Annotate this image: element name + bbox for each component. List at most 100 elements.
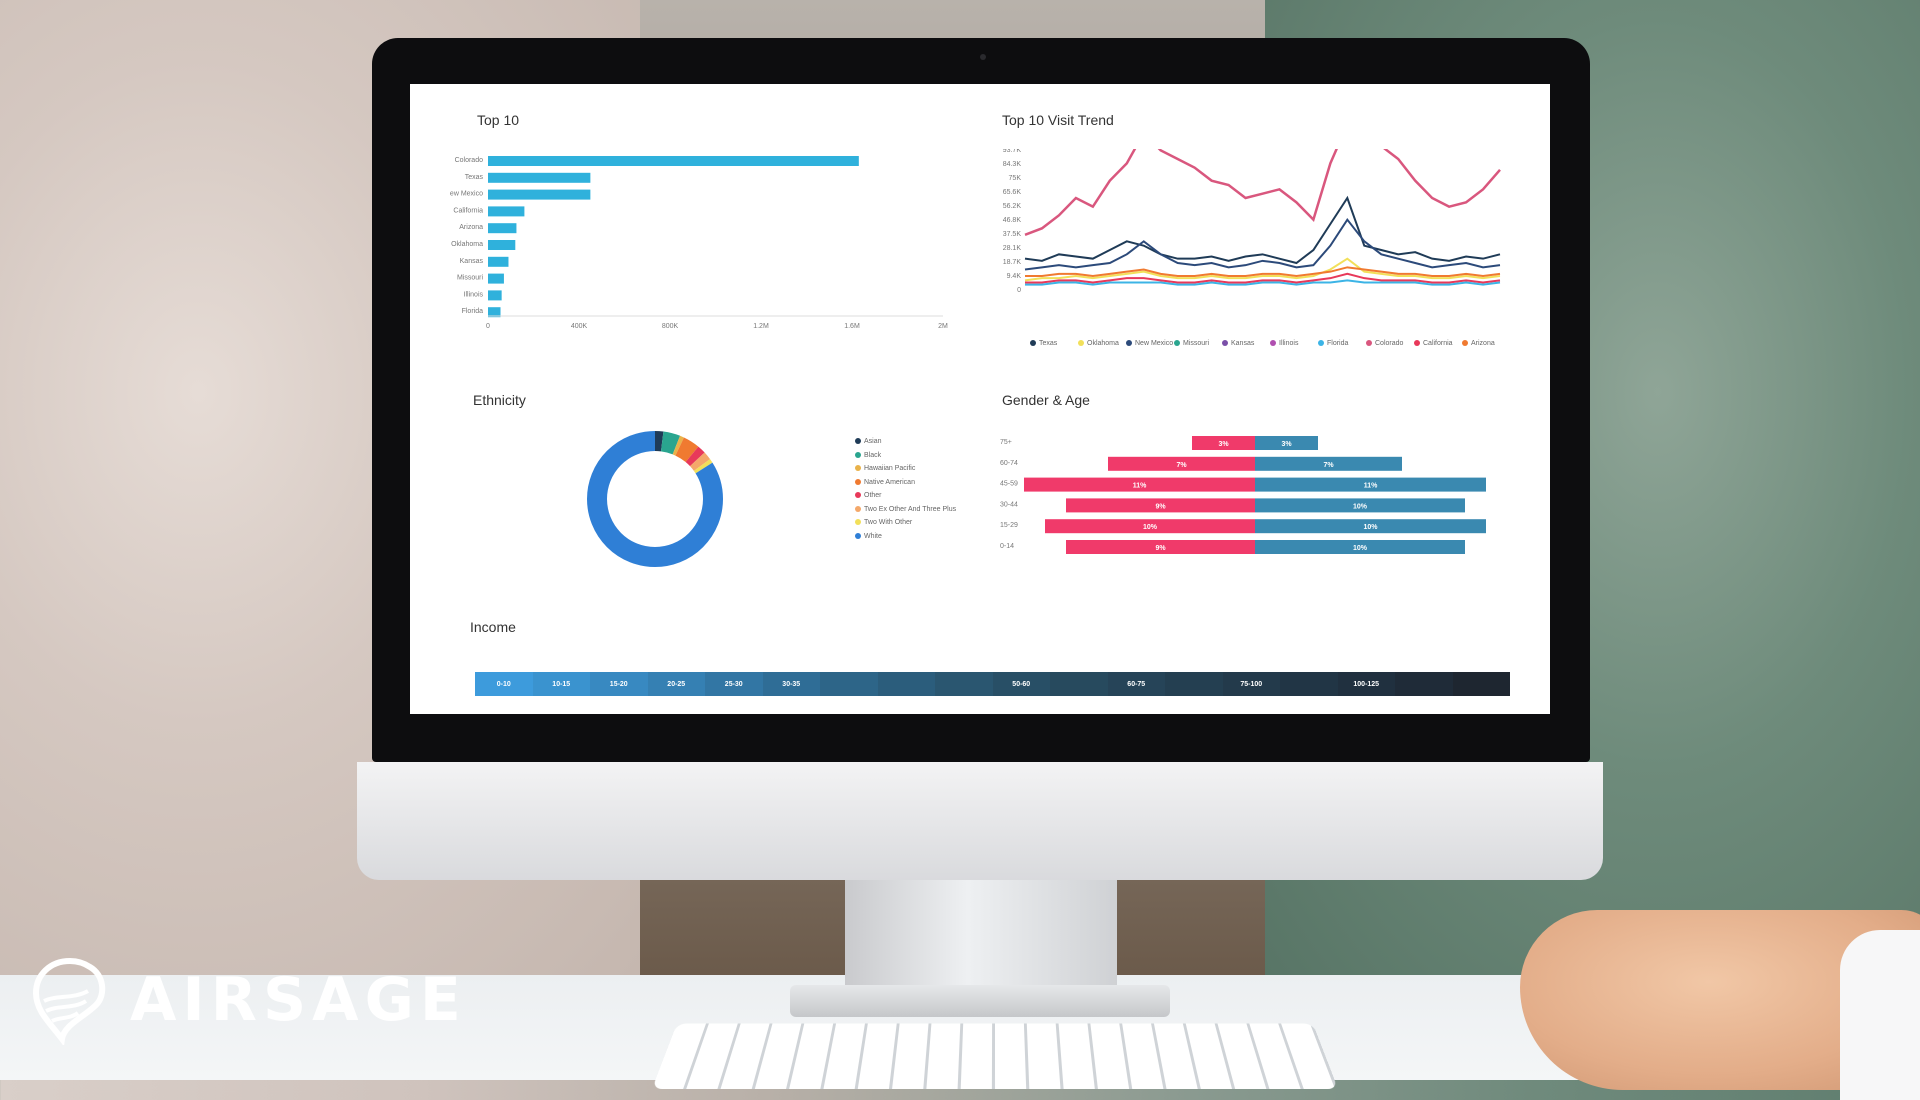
- trend-legend-item: Kansas: [1222, 340, 1254, 347]
- income-segment: [1395, 672, 1453, 696]
- ethnicity-legend-label: Asian: [864, 438, 882, 445]
- legend-dot-icon: [855, 465, 861, 472]
- trend-y-tick: 28.1K: [1003, 245, 1022, 252]
- male-pct-label: 3%: [1281, 441, 1292, 448]
- trend-legend-item: Florida: [1318, 340, 1348, 347]
- trend-y-tick: 18.7K: [1003, 259, 1022, 266]
- camera-icon: [980, 54, 986, 60]
- female-pct-label: 7%: [1176, 462, 1187, 469]
- ethnicity-title: Ethnicity: [473, 392, 526, 408]
- income-segment: [1050, 672, 1108, 696]
- income-segment: 50-60: [992, 672, 1050, 696]
- ethnicity-slice: [587, 431, 723, 567]
- legend-dot-icon: [855, 438, 861, 445]
- legend-dot-icon: [855, 478, 861, 485]
- trend-title: Top 10 Visit Trend: [1002, 112, 1114, 128]
- male-pct-label: 10%: [1353, 503, 1368, 510]
- trend-legend-item: Texas: [1030, 340, 1057, 347]
- trend-y-tick: 56.2K: [1003, 203, 1022, 210]
- legend-dot-icon: [1078, 340, 1084, 347]
- top10-bar: [488, 189, 591, 200]
- trend-legend-item: Colorado: [1366, 340, 1403, 347]
- trend-y-tick: 0: [1017, 287, 1021, 294]
- trend-series-line: [1024, 217, 1501, 271]
- top10-bar: [488, 273, 504, 284]
- income-segment: 75-100: [1222, 672, 1280, 696]
- legend-dot-icon: [1462, 340, 1468, 347]
- gender-age-group-label: 15-29: [1000, 522, 1018, 529]
- trend-y-tick: 65.6K: [1003, 189, 1022, 196]
- income-segment: 30-35: [762, 672, 820, 696]
- legend-dot-icon: [855, 492, 861, 499]
- income-bar: 0-10 10-15 15-20 20-25 25-30 30-35 50-60 60-75 7…: [475, 672, 1510, 696]
- trend-series-line: [1024, 195, 1501, 265]
- top10-bar: [488, 290, 502, 301]
- top10-title: Top 10: [477, 112, 520, 128]
- income-segment: [1280, 672, 1338, 696]
- male-bar: [1255, 498, 1465, 513]
- trend-legend-item: Arizona: [1462, 340, 1495, 347]
- trend-legend-label: Arizona: [1471, 340, 1495, 347]
- top10-bar-chart: Colorado Texas New Mexico California Arizona…: [450, 156, 948, 330]
- male-pct-label: 10%: [1353, 545, 1368, 552]
- monitor-chin: [357, 762, 1603, 880]
- top10-x-tick: 2M: [938, 323, 948, 330]
- ethnicity-legend-item: Asian: [855, 438, 882, 445]
- top10-bar: [488, 156, 859, 166]
- ethnicity-legend-label: Two With Other: [864, 519, 913, 526]
- income-title: Income: [470, 619, 516, 635]
- sleeve: [1840, 930, 1920, 1100]
- ethnicity-legend-item: Two With Other: [855, 519, 912, 526]
- top10-bar: [488, 307, 501, 318]
- ethnicity-donut-chart: [587, 431, 723, 567]
- legend-dot-icon: [855, 519, 861, 526]
- trend-series-line: [1024, 257, 1501, 282]
- income-segment: [1165, 672, 1223, 696]
- female-pct-label: 10%: [1143, 524, 1158, 531]
- male-pct-label: 11%: [1364, 483, 1378, 490]
- top10-x-tick: 0: [486, 323, 490, 330]
- trend-y-tick: 84.3K: [1003, 161, 1022, 168]
- male-bar: [1255, 436, 1318, 450]
- ethnicity-legend-label: Hawaiian Pacific: [864, 465, 916, 472]
- gender-age-group-label: 30-44: [1000, 501, 1018, 508]
- female-bar: [1066, 540, 1255, 554]
- female-pct-label: 9%: [1155, 503, 1166, 510]
- top10-bar: [488, 256, 509, 267]
- income-segment: [820, 672, 878, 696]
- legend-dot-icon: [855, 451, 861, 458]
- top10-state-label: Missouri: [457, 275, 484, 282]
- income-segment: [1452, 672, 1510, 696]
- trend-series-line: [1024, 149, 1501, 237]
- airsage-logo: AIRSAGE: [30, 955, 467, 1045]
- top10-x-tick: 1.6M: [844, 323, 860, 330]
- trend-legend-item: Missouri: [1174, 340, 1209, 347]
- female-pct-label: 3%: [1218, 441, 1229, 448]
- top10-state-label: Oklahoma: [451, 241, 483, 248]
- monitor-stand-foot: [790, 985, 1170, 1017]
- trend-legend-label: Texas: [1039, 340, 1058, 347]
- legend-dot-icon: [1030, 340, 1036, 347]
- trend-legend-label: Oklahoma: [1087, 340, 1119, 347]
- gender-age-group-label: 0-14: [1000, 543, 1014, 550]
- trend-y-tick: 37.5K: [1003, 231, 1022, 238]
- trend-legend-label: Colorado: [1375, 340, 1404, 347]
- gender-age-chart: 75+ 3% 3% 60-74 7% 7% 45-59 11% 11% 30-44 9% 10% 15-…: [1000, 436, 1486, 554]
- income-segment: [877, 672, 935, 696]
- legend-dot-icon: [1126, 340, 1132, 347]
- ethnicity-legend-item: Black: [855, 452, 881, 459]
- trend-legend-item: California: [1414, 340, 1453, 347]
- keyboard[interactable]: [651, 1023, 1339, 1090]
- female-bar: [1024, 477, 1255, 492]
- ethnicity-legend-label: Black: [864, 451, 882, 459]
- top10-state-label: Florida: [462, 308, 484, 315]
- trend-series-line: [1025, 272, 1501, 284]
- male-bar: [1255, 477, 1486, 492]
- income-segment: 60-75: [1107, 672, 1165, 696]
- top10-state-label: Illinois: [464, 291, 484, 298]
- male-pct-label: 7%: [1323, 462, 1334, 469]
- trend-legend-label: Illinois: [1279, 340, 1299, 347]
- top10-state-label: Texas: [465, 174, 484, 181]
- trend-legend-label: Missouri: [1183, 340, 1210, 347]
- ethnicity-legend-label: Native American: [864, 478, 915, 486]
